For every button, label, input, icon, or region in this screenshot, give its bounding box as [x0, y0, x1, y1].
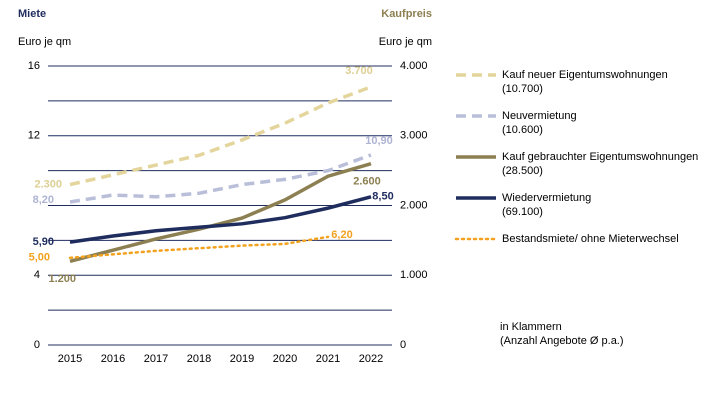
data-label: 10,90	[365, 135, 393, 147]
legend-label: Neuvermietung	[502, 110, 577, 122]
x-tick-label: 2021	[316, 353, 340, 365]
series-line	[69, 161, 372, 263]
left-title: Miete	[18, 8, 46, 20]
legend-label: Kauf gebrauchter Eigentumswohnungen	[502, 151, 698, 163]
y-axis-label: Euro je qm	[18, 36, 71, 48]
legend-count: (10.700)	[502, 83, 543, 95]
right-title: Kaufpreis	[381, 8, 432, 20]
legend-count: (10.600)	[502, 124, 543, 136]
y-tick-label: 12	[28, 130, 40, 142]
series-line	[68, 235, 330, 260]
data-label: 5,90	[33, 236, 54, 248]
data-label: 6,20	[331, 229, 352, 241]
series-line	[69, 153, 372, 204]
data-label: 3.700	[345, 65, 373, 77]
x-tick-label: 2016	[101, 353, 125, 365]
series-line	[69, 85, 372, 187]
x-tick-label: 2017	[144, 353, 168, 365]
y2-tick-label: 4.000	[400, 60, 428, 72]
x-tick-label: 2020	[273, 353, 297, 365]
footnote: in Klammern	[500, 321, 562, 333]
data-label: 8,20	[33, 194, 54, 206]
y-tick-label: 4	[34, 269, 40, 281]
y2-axis-label: Euro je qm	[379, 36, 432, 48]
data-label: 8,50	[372, 191, 393, 203]
data-label: 2.600	[353, 176, 381, 188]
legend-label: Wiedervermietung	[502, 192, 591, 204]
x-tick-label: 2022	[359, 353, 383, 365]
legend-count: (69.100)	[502, 206, 543, 218]
legend-label: Bestandsmiete/ ohne Mieterwechsel	[502, 233, 679, 245]
legend-count: (28.500)	[502, 165, 543, 177]
y2-tick-label: 3.000	[400, 130, 428, 142]
y-tick-label: 0	[34, 339, 40, 351]
data-label: 2.300	[34, 178, 62, 190]
legend-label: Kauf neuer Eigentumswohnungen	[502, 69, 668, 81]
series-line	[69, 195, 372, 244]
x-tick-label: 2019	[230, 353, 254, 365]
data-label: 5,00	[29, 252, 50, 264]
y-tick-label: 16	[28, 60, 40, 72]
data-label: 1.200	[48, 273, 76, 285]
y2-tick-label: 1.000	[400, 269, 428, 281]
y2-tick-label: 2.000	[400, 199, 428, 211]
x-tick-label: 2018	[187, 353, 211, 365]
y2-tick-label: 0	[400, 339, 406, 351]
x-tick-label: 2015	[58, 353, 82, 365]
footnote: (Anzahl Angebote Ø p.a.)	[500, 335, 624, 347]
